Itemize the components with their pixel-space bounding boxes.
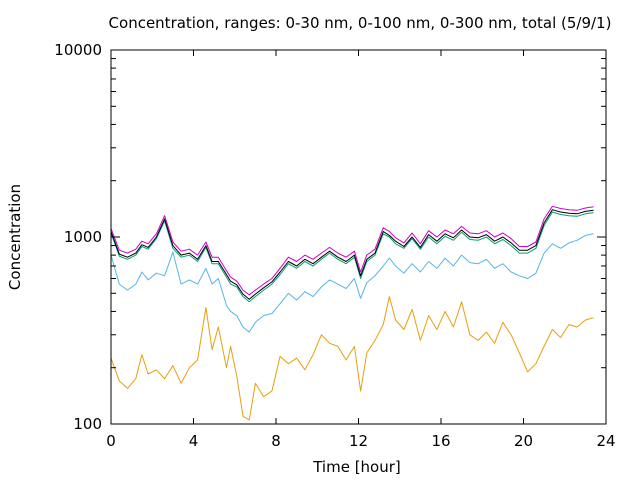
- series-layer: [110, 205, 594, 421]
- series-line-2: [110, 233, 594, 333]
- series-line-3: [110, 211, 594, 303]
- series-line-5: [110, 205, 594, 296]
- y-tick-label: 100: [73, 415, 102, 433]
- x-tick-label: 12: [349, 432, 368, 450]
- x-tick-label: 8: [271, 432, 281, 450]
- axis-layer: 0 4 8 12 16 20 24 100 1000 10000: [54, 41, 615, 450]
- y-tick-label: 1000: [64, 228, 102, 246]
- y-tick-label: 10000: [54, 41, 102, 59]
- x-tick-label: 20: [514, 432, 533, 450]
- series-line-4: [110, 209, 594, 300]
- y-axis-label: Concentration: [6, 184, 24, 290]
- plot-frame: [110, 49, 607, 425]
- chart-title: Concentration, ranges: 0-30 nm, 0-100 nm…: [109, 14, 612, 32]
- series-line-1: [110, 296, 594, 421]
- x-tick-label: 0: [106, 432, 116, 450]
- x-axis-label: Time [hour]: [312, 458, 401, 476]
- x-tick-label: 16: [431, 432, 450, 450]
- x-tick-label: 24: [596, 432, 615, 450]
- x-tick-label: 4: [189, 432, 199, 450]
